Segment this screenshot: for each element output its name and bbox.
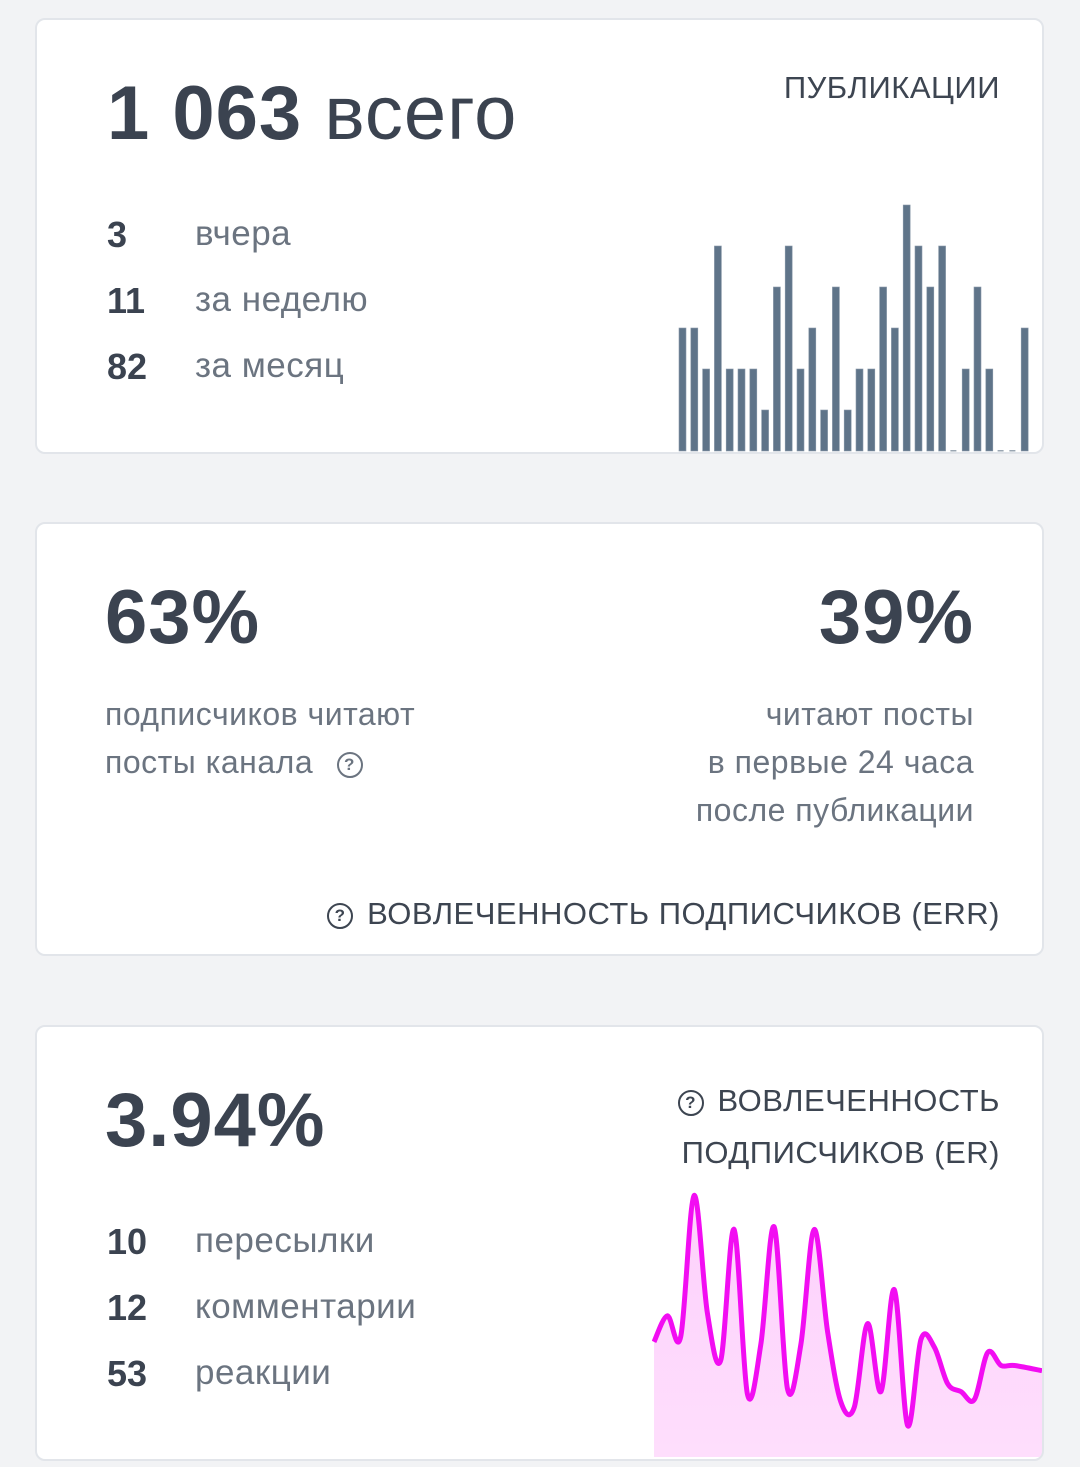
- help-icon[interactable]: ?: [677, 1089, 704, 1116]
- stat-forwards: 10 пересылки: [107, 1221, 375, 1262]
- bar: [773, 286, 781, 452]
- bar: [820, 409, 828, 452]
- publications-title: ПУБЛИКАЦИИ: [783, 70, 1000, 105]
- bar-empty: [997, 450, 1004, 452]
- bar: [690, 327, 699, 452]
- bar: [985, 368, 994, 452]
- area-fill: [654, 1195, 1042, 1457]
- help-icon[interactable]: ?: [336, 751, 363, 778]
- bar: [855, 368, 864, 452]
- bar: [914, 245, 923, 452]
- publications-bar-chart: [678, 204, 1029, 452]
- stat-week: 11 за неделю: [107, 280, 369, 321]
- stat-month: 82 за месяц: [107, 346, 345, 387]
- er-percent: 3.94%: [105, 1078, 326, 1163]
- er-area-chart: [652, 1192, 1042, 1457]
- bar: [973, 286, 982, 452]
- err-right-percent: 39%: [818, 575, 974, 660]
- stat-reactions: 53 реакции: [107, 1353, 332, 1394]
- err-left-text: подписчиков читают посты канала ?: [105, 696, 416, 780]
- bar: [796, 368, 805, 452]
- bar-empty: [950, 450, 957, 452]
- bar: [843, 409, 852, 452]
- bar: [725, 368, 734, 452]
- bar: [938, 245, 946, 452]
- er-title: ? ВОВЛЕЧЕННОСТЬ ПОДПИСЧИКОВ (ER): [677, 1075, 1000, 1179]
- help-icon[interactable]: ?: [327, 902, 354, 929]
- bar-empty: [1009, 450, 1016, 452]
- bar: [867, 368, 876, 452]
- er-line: [652, 1192, 1042, 1429]
- bar: [926, 286, 935, 452]
- bar: [879, 286, 887, 452]
- publications-card: 1 063 всего ПУБЛИКАЦИИ 3 вчера 11 за недел…: [35, 18, 1044, 454]
- bar: [902, 204, 911, 452]
- bar: [702, 368, 710, 452]
- bar: [678, 327, 687, 452]
- publications-total: 1 063 всего: [107, 71, 518, 156]
- bar: [961, 368, 970, 452]
- err-right-text: читают посты в первые 24 часа после публ…: [695, 696, 974, 828]
- stat-comments: 12 комментарии: [107, 1287, 417, 1328]
- er-card: 3.94% ? ВОВЛЕЧЕННОСТЬ ПОДПИСЧИКОВ (ER) 10…: [35, 1025, 1044, 1461]
- err-title: ? ВОВЛЕЧЕННОСТЬ ПОДПИСЧИКОВ (ERR): [327, 896, 1000, 932]
- bar: [832, 286, 840, 452]
- bar: [761, 409, 769, 452]
- bar: [808, 327, 817, 452]
- stat-yesterday: 3 вчера: [107, 214, 292, 255]
- err-left-percent: 63%: [105, 575, 261, 660]
- err-card: 63% подписчиков читают посты канала ? 39…: [35, 522, 1044, 956]
- bar: [784, 245, 793, 452]
- bar: [891, 327, 899, 452]
- bar: [737, 368, 746, 452]
- bar: [1020, 327, 1029, 452]
- bar: [749, 368, 758, 452]
- bar: [714, 245, 722, 452]
